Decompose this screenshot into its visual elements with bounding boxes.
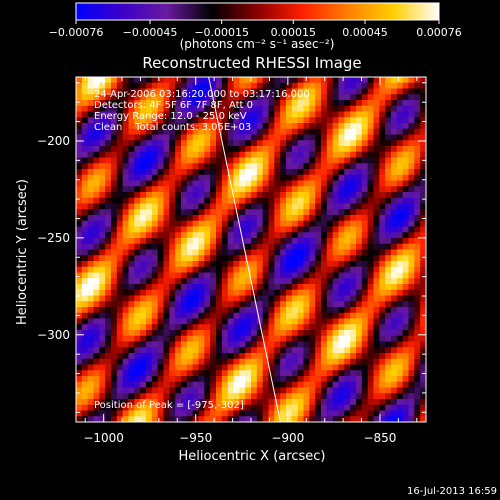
colorbar-tick-label: −0.00015 <box>194 26 249 39</box>
chart-title: Reconstructed RHESSI Image <box>142 54 361 72</box>
y-tick-label: −250 <box>37 231 70 245</box>
info-time: 24-Apr-2006 03:16:20.000 to 03:17:16.000 <box>94 89 310 100</box>
x-axis-label: Heliocentric X (arcsec) <box>179 449 326 464</box>
footer-date: 16-Jul-2013 16:59 <box>407 486 497 497</box>
y-tick-label: −300 <box>37 328 70 342</box>
info-clean: Clean Total counts: 3.05E+03 <box>94 122 251 133</box>
limb-line <box>208 77 281 422</box>
colorbar-tick-label: −0.00076 <box>49 26 104 39</box>
colorbar <box>75 2 440 21</box>
info-energy: Energy Range: 12.0 - 25.0 keV <box>94 111 247 122</box>
colorbar-tick-label: 0.00015 <box>271 26 317 39</box>
colorbar-units: (photons cm⁻² s⁻¹ asec⁻²) <box>180 37 335 51</box>
colorbar-tick-label: 0.00045 <box>342 26 388 39</box>
colorbar-tick-label: 0.00076 <box>416 26 462 39</box>
colorbar-ticks: −0.00076 −0.00045 −0.00015 0.00015 0.00045 0.… <box>49 20 462 39</box>
x-tick-label: −950 <box>179 431 212 445</box>
peak-position: Position of Peak = [-975,-302] <box>94 400 244 411</box>
x-axis-ticks: −1000 −950 −900 −850 <box>83 77 418 445</box>
info-block: 24-Apr-2006 03:16:20.000 to 03:17:16.000… <box>94 89 310 133</box>
x-tick-label: −1000 <box>83 431 124 445</box>
x-tick-label: −850 <box>363 431 396 445</box>
y-axis-label: Heliocentric Y (arcsec) <box>15 179 30 325</box>
y-axis-ticks: −200 −250 −300 <box>37 82 426 413</box>
y-tick-label: −200 <box>37 134 70 148</box>
x-tick-label: −900 <box>271 431 304 445</box>
colorbar-tick-label: −0.00045 <box>123 26 178 39</box>
info-detectors: Detectors: 4F 5F 6F 7F 8F, Att 0 <box>94 100 253 111</box>
